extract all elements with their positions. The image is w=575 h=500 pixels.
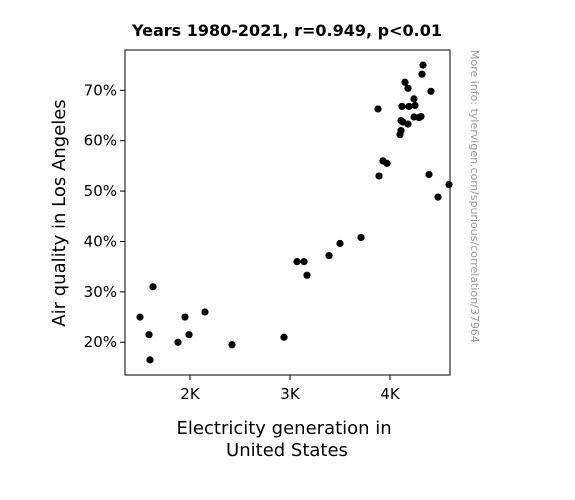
- data-point: [411, 101, 419, 110]
- data-point: [427, 87, 435, 95]
- data-point: [325, 251, 333, 260]
- data-point: [434, 193, 442, 201]
- x-axis-ticks: 2K 3K 4K: [180, 375, 401, 403]
- data-point: [145, 331, 153, 339]
- data-point: [418, 70, 426, 78]
- data-point: [201, 308, 209, 316]
- data-point: [398, 102, 406, 111]
- y-tick-label: 70%: [84, 81, 117, 99]
- data-point: [445, 180, 453, 189]
- y-tick-label: 60%: [84, 132, 117, 150]
- data-point: [404, 84, 412, 92]
- data-point: [410, 95, 418, 103]
- y-tick-label: 30%: [84, 283, 117, 301]
- data-point: [136, 313, 144, 321]
- data-point: [146, 356, 154, 364]
- y-tick-label: 40%: [84, 232, 117, 250]
- data-point: [375, 172, 383, 180]
- data-point: [397, 127, 405, 135]
- data-point: [374, 105, 382, 113]
- y-axis-ticks: 20% 30% 40% 50% 60% 70%: [84, 81, 125, 351]
- data-point: [228, 341, 236, 349]
- plot-area: [124, 49, 451, 376]
- data-point: [293, 258, 301, 266]
- data-point: [415, 113, 423, 122]
- x-tick-label: 4K: [380, 385, 401, 403]
- y-tick-label: 50%: [84, 182, 117, 200]
- data-point: [404, 120, 412, 128]
- data-point: [181, 313, 189, 321]
- y-axis-label: Air quality in Los Angeles: [49, 99, 70, 326]
- data-point: [149, 283, 157, 291]
- y-tick-label: 20%: [84, 333, 117, 351]
- data-point: [280, 333, 288, 341]
- data-point: [185, 331, 193, 339]
- data-point: [401, 78, 409, 86]
- data-point: [379, 157, 387, 165]
- x-axis-label: Electricity generation in United States: [177, 418, 398, 461]
- data-point: [174, 338, 182, 346]
- chart-title: Years 1980-2021, r=0.949, p<0.01: [131, 21, 442, 40]
- data-points: [136, 61, 453, 364]
- data-point: [425, 170, 433, 179]
- x-axis-label-line-2: United States: [226, 440, 348, 461]
- data-point: [419, 61, 427, 69]
- x-tick-label: 2K: [180, 385, 201, 403]
- data-point: [405, 102, 413, 111]
- x-tick-label: 3K: [280, 385, 301, 403]
- source-note: More info: tylervigen.com/spurious/corre…: [468, 50, 481, 343]
- data-point: [357, 233, 365, 242]
- data-point: [303, 271, 311, 279]
- data-point: [336, 239, 344, 248]
- x-axis-label-line-1: Electricity generation in: [177, 418, 392, 439]
- data-point: [300, 258, 308, 266]
